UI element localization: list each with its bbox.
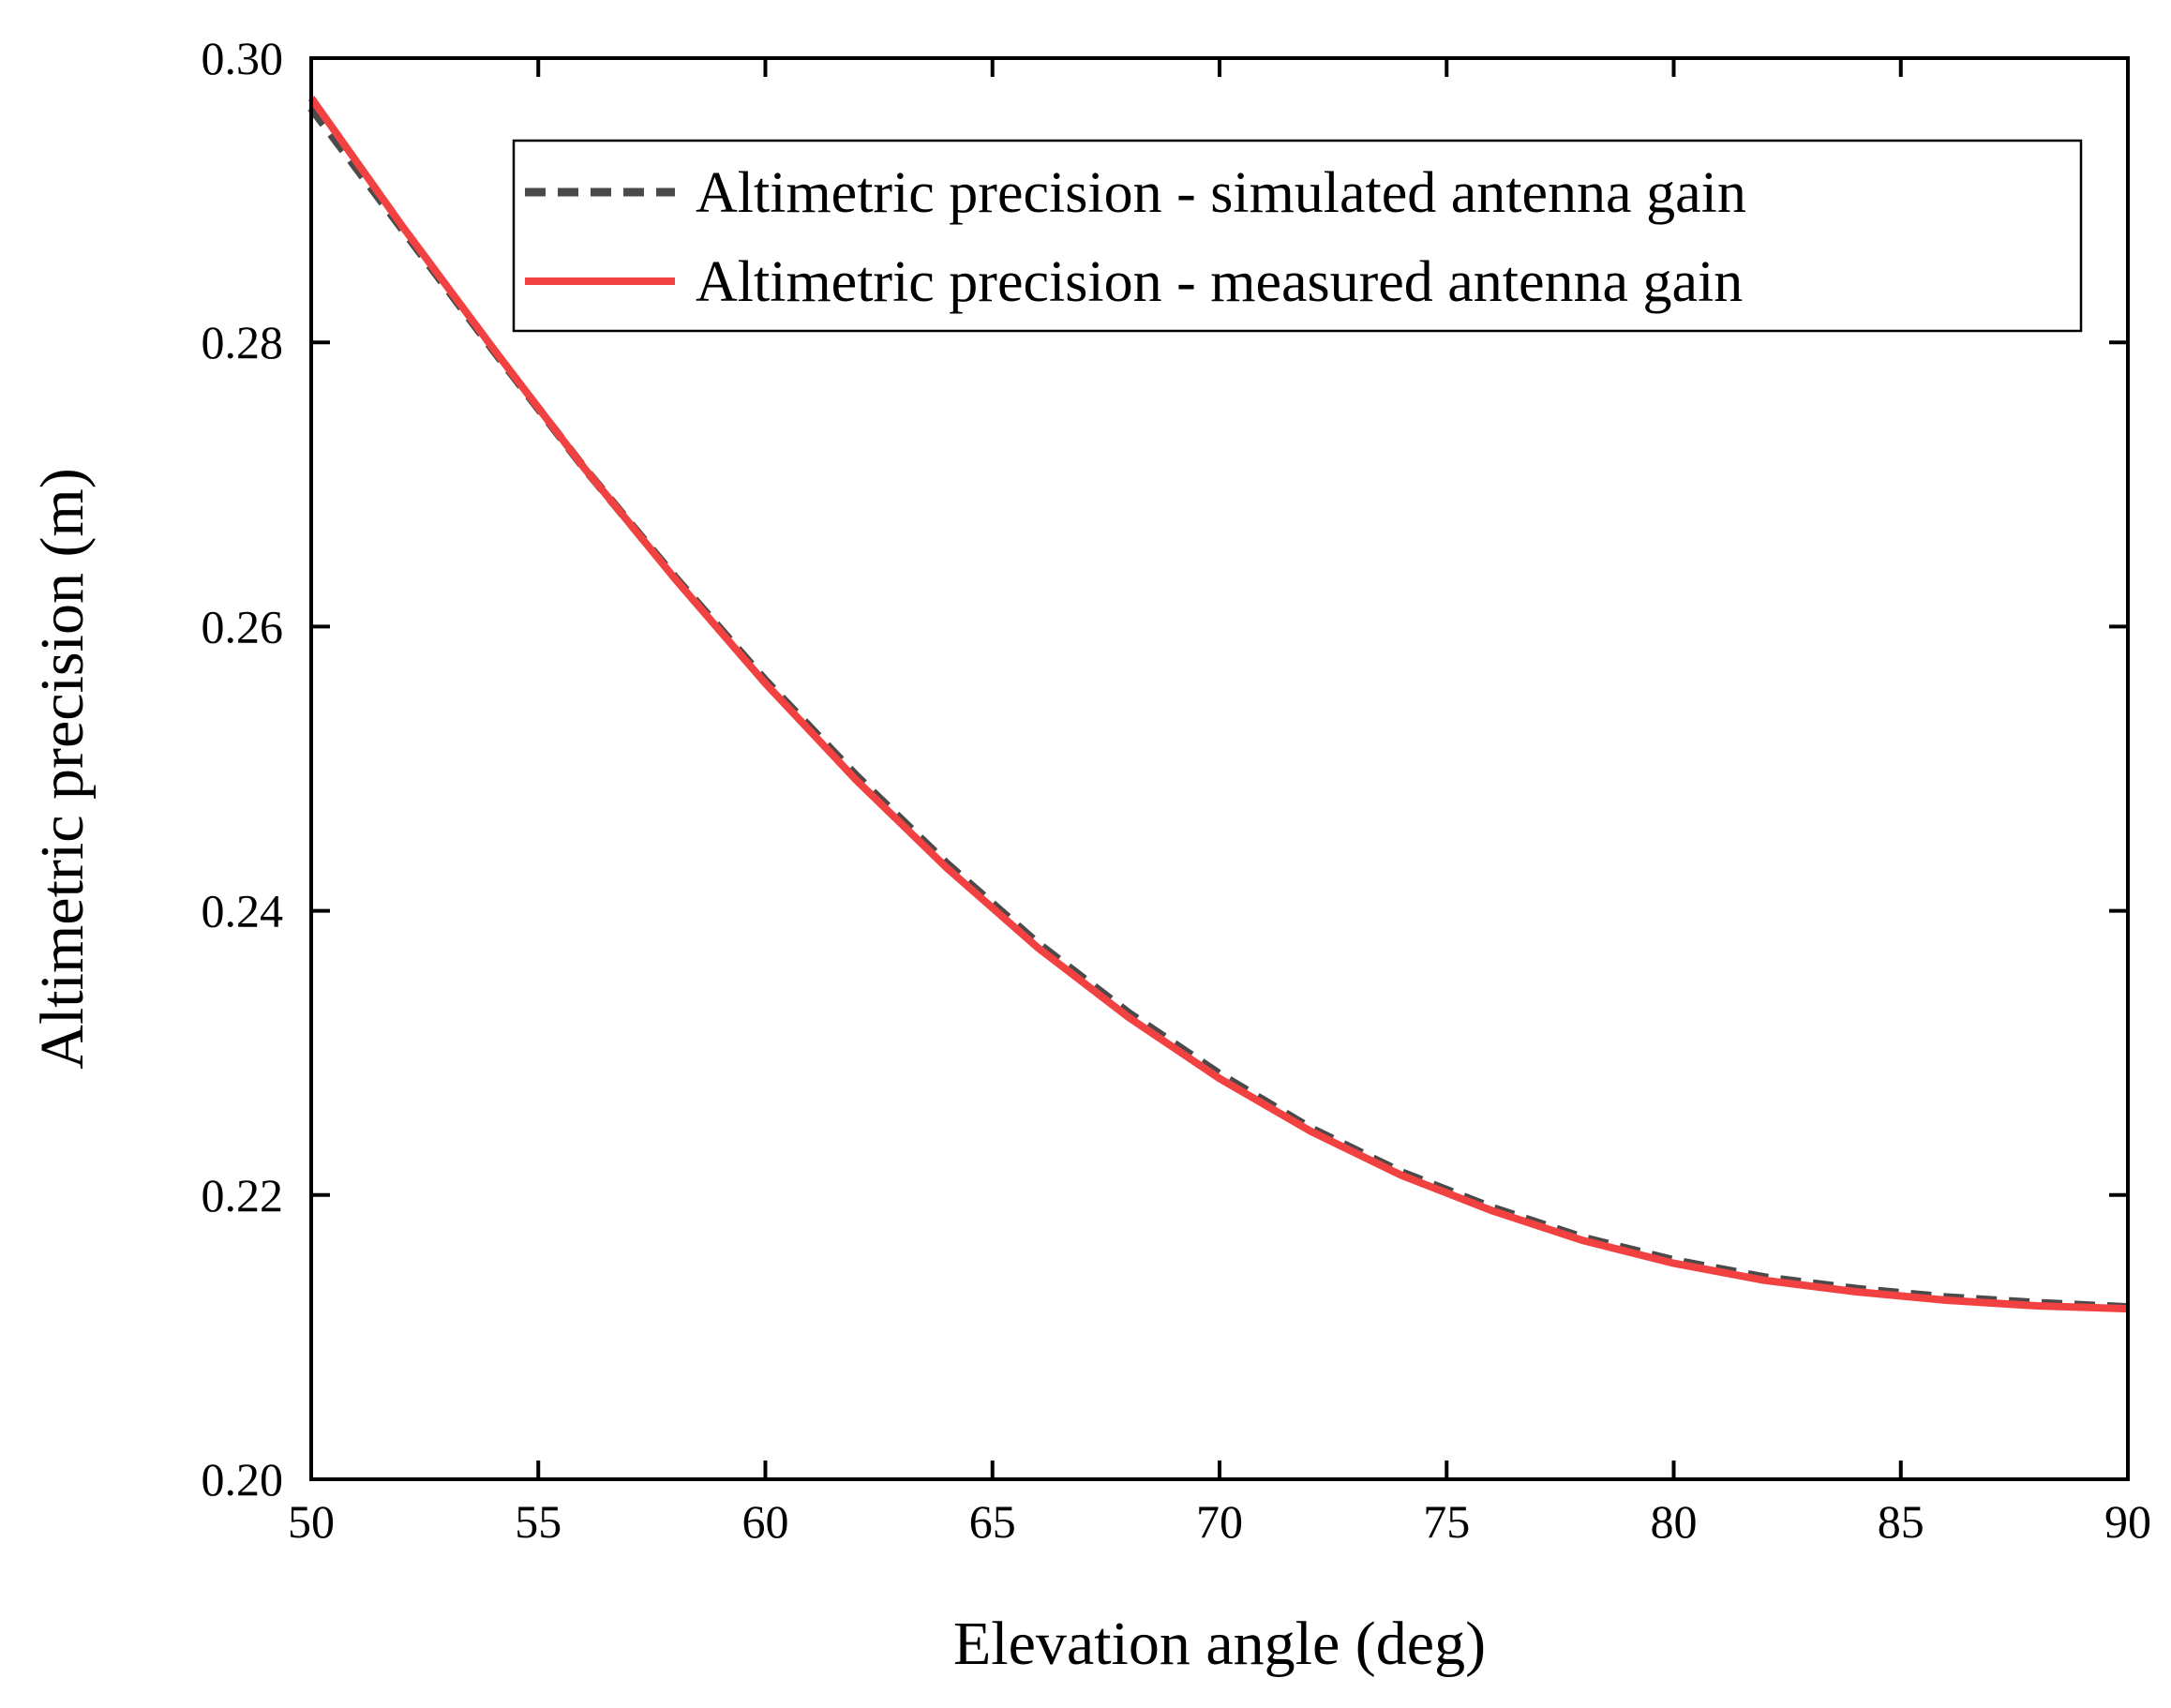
legend-box: [512, 139, 2083, 333]
x-tick-label-0: 50: [288, 1495, 335, 1548]
x-tick-label-2: 60: [742, 1495, 789, 1548]
x-tick-label-5: 75: [1423, 1495, 1470, 1548]
x-tick-label-4: 70: [1196, 1495, 1243, 1548]
legend-label-measured: Altimetric precision - measured antenna …: [696, 250, 1743, 314]
y-tick-label-2: 0.24: [202, 885, 284, 937]
series-layer: [307, 96, 2129, 1313]
y-tick-label-4: 0.28: [202, 316, 284, 368]
plot-frame: [309, 56, 2130, 1481]
legend-label-simulated: Altimetric precision - simulated antenna…: [696, 161, 1746, 225]
y-tick-label-5: 0.30: [202, 32, 284, 84]
x-tick-label-3: 65: [969, 1495, 1016, 1548]
y-axis-title: Altimetric precision (m): [28, 468, 97, 1069]
legend: Altimetric precision - simulated antenna…: [512, 139, 2083, 333]
series-line-measured: [307, 96, 2129, 1313]
y-tick-label-3: 0.26: [202, 600, 284, 652]
x-tick-label-6: 80: [1651, 1495, 1698, 1548]
y-tick-label-1: 0.22: [202, 1169, 284, 1221]
x-tick-label-1: 55: [515, 1495, 561, 1548]
y-tick-label-0: 0.20: [202, 1453, 284, 1506]
tick-layer: 50 55 60 65 70 75 80 85 90 0.20 0.22 0.24 0.26 0.28 0.…: [202, 32, 2152, 1548]
x-axis-title: Elevation angle (deg): [953, 1610, 1486, 1678]
x-tick-label-7: 85: [1878, 1495, 1924, 1548]
x-tick-label-8: 90: [2104, 1495, 2151, 1548]
